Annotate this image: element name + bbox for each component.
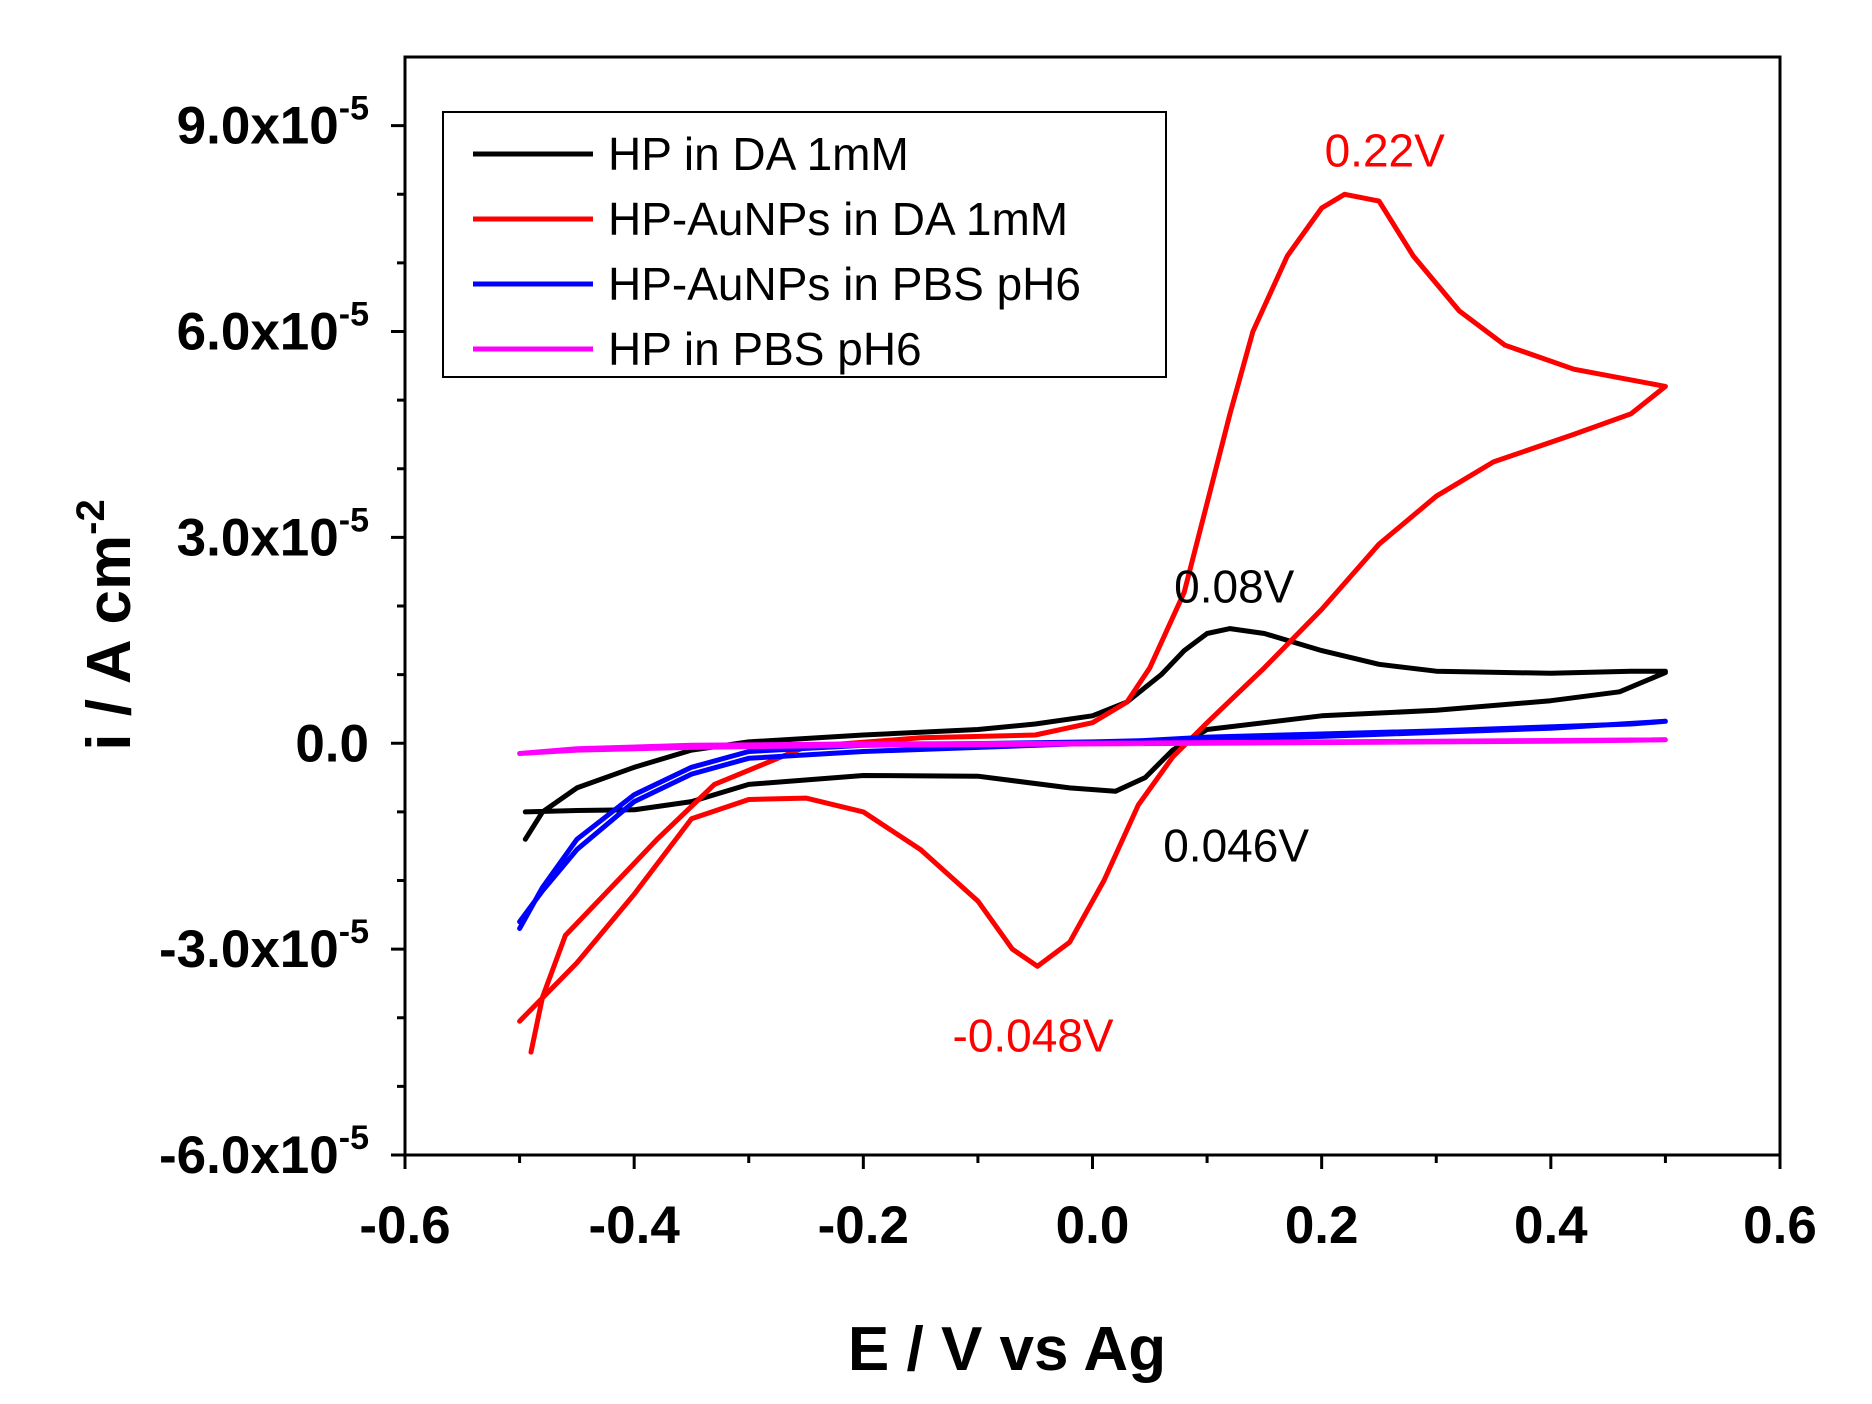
peak-annotation: 0.22V <box>1325 124 1446 176</box>
x-tick-label: 0.2 <box>1285 1196 1359 1255</box>
peak-annotation: 0.046V <box>1163 819 1309 871</box>
y-axis-title-exponent: -2 <box>69 499 113 535</box>
y-tick-label: -6.0x10-5 <box>159 1119 369 1185</box>
y-axis-title-main: i / A cm <box>75 535 144 751</box>
x-tick-label: 0.6 <box>1743 1196 1817 1255</box>
x-tick-label: 0.0 <box>1056 1196 1130 1255</box>
series-line-hp-in-da-1mm <box>522 626 1668 842</box>
y-tick-label: 0.0 <box>295 714 369 773</box>
y-tick-label: 9.0x10-5 <box>177 90 369 156</box>
series-line-hp-aunps-in-pbs-ph6 <box>517 718 1668 931</box>
series-line-hp-in-pbs-ph6 <box>517 737 1668 756</box>
x-tick-label: -0.4 <box>589 1196 681 1255</box>
x-axis-ticks: -0.6 -0.4 -0.2 0.0 0.2 0.4 0.6 <box>359 1155 1817 1255</box>
legend-label: HP in DA 1mM <box>608 128 909 180</box>
legend-label: HP-AuNPs in DA 1mM <box>608 193 1068 245</box>
y-tick-label: 3.0x10-5 <box>177 501 369 567</box>
y-axis-title: i / A cm-2 <box>69 499 144 751</box>
x-tick-label: 0.4 <box>1514 1196 1588 1255</box>
peak-annotations: 0.22V 0.08V 0.046V -0.048V <box>953 124 1446 1061</box>
x-axis-title: E / V vs Ag <box>848 1315 1166 1384</box>
legend-label: HP in PBS pH6 <box>608 323 922 375</box>
series-line-hp-aunps-in-da-1mm <box>517 191 1668 1055</box>
legend: HP in DA 1mM HP-AuNPs in DA 1mM HP-AuNPs i… <box>442 111 1167 378</box>
y-tick-label: 6.0x10-5 <box>177 296 369 362</box>
x-tick-label: -0.6 <box>359 1196 450 1255</box>
peak-annotation: 0.08V <box>1174 561 1295 613</box>
x-tick-label: -0.2 <box>818 1196 909 1255</box>
y-tick-label: -3.0x10-5 <box>159 913 369 979</box>
y-axis-ticks: -6.0x10-5 -3.0x10-5 0.0 3.0x10-5 6.0x10-5 9.0… <box>159 90 405 1185</box>
peak-annotation: -0.048V <box>953 1009 1114 1061</box>
series-lines <box>517 191 1668 1055</box>
legend-label: HP-AuNPs in PBS pH6 <box>608 258 1081 310</box>
